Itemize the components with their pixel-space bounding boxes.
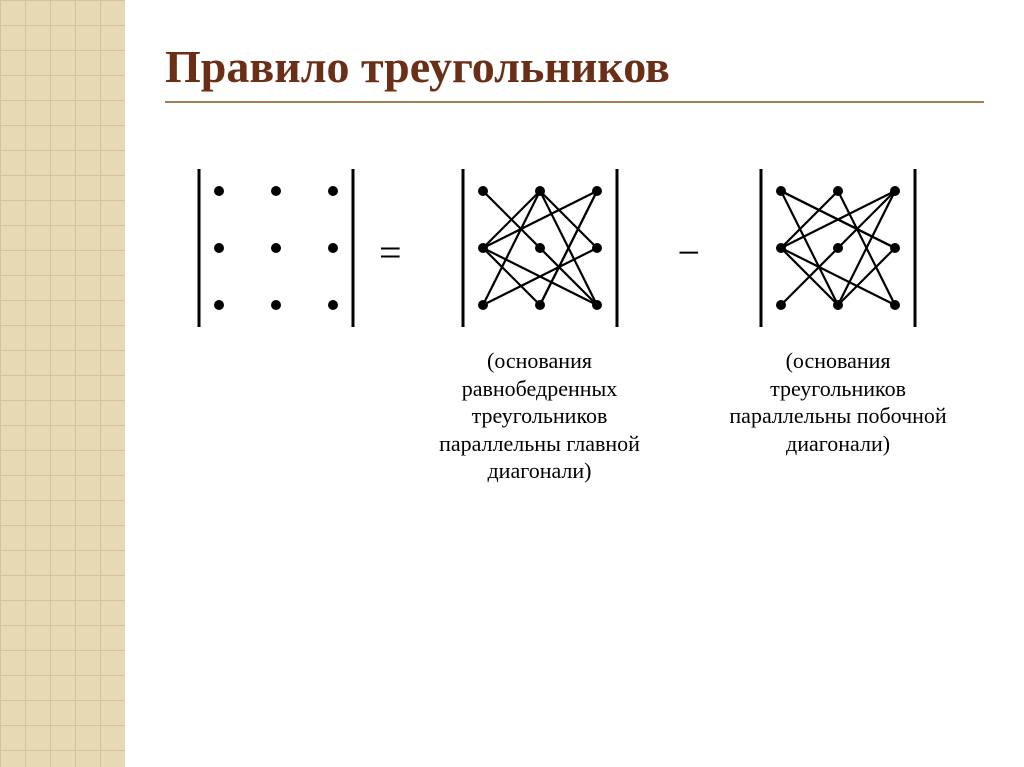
lhs-matrix [191, 163, 361, 333]
page-title: Правило треугольников [165, 40, 984, 93]
decorative-sidebar [0, 0, 125, 767]
plus-matrix [455, 163, 625, 333]
minus-term: (основания треугольников параллельны поб… [718, 163, 958, 457]
content-area: Правило треугольников = (основания равно… [125, 0, 1024, 767]
title-underline [165, 101, 984, 103]
minus-matrix [753, 163, 923, 333]
minus-caption: (основания треугольников параллельны поб… [718, 347, 958, 457]
plus-term: (основания равнобедренных треугольников … [420, 163, 660, 485]
equation-row: = (основания равнобедренных треугольнико… [165, 163, 984, 485]
lhs-term [191, 163, 361, 333]
plus-caption: (основания равнобедренных треугольников … [420, 347, 660, 485]
minus-operator: − [678, 233, 701, 273]
equals-operator: = [379, 233, 402, 273]
